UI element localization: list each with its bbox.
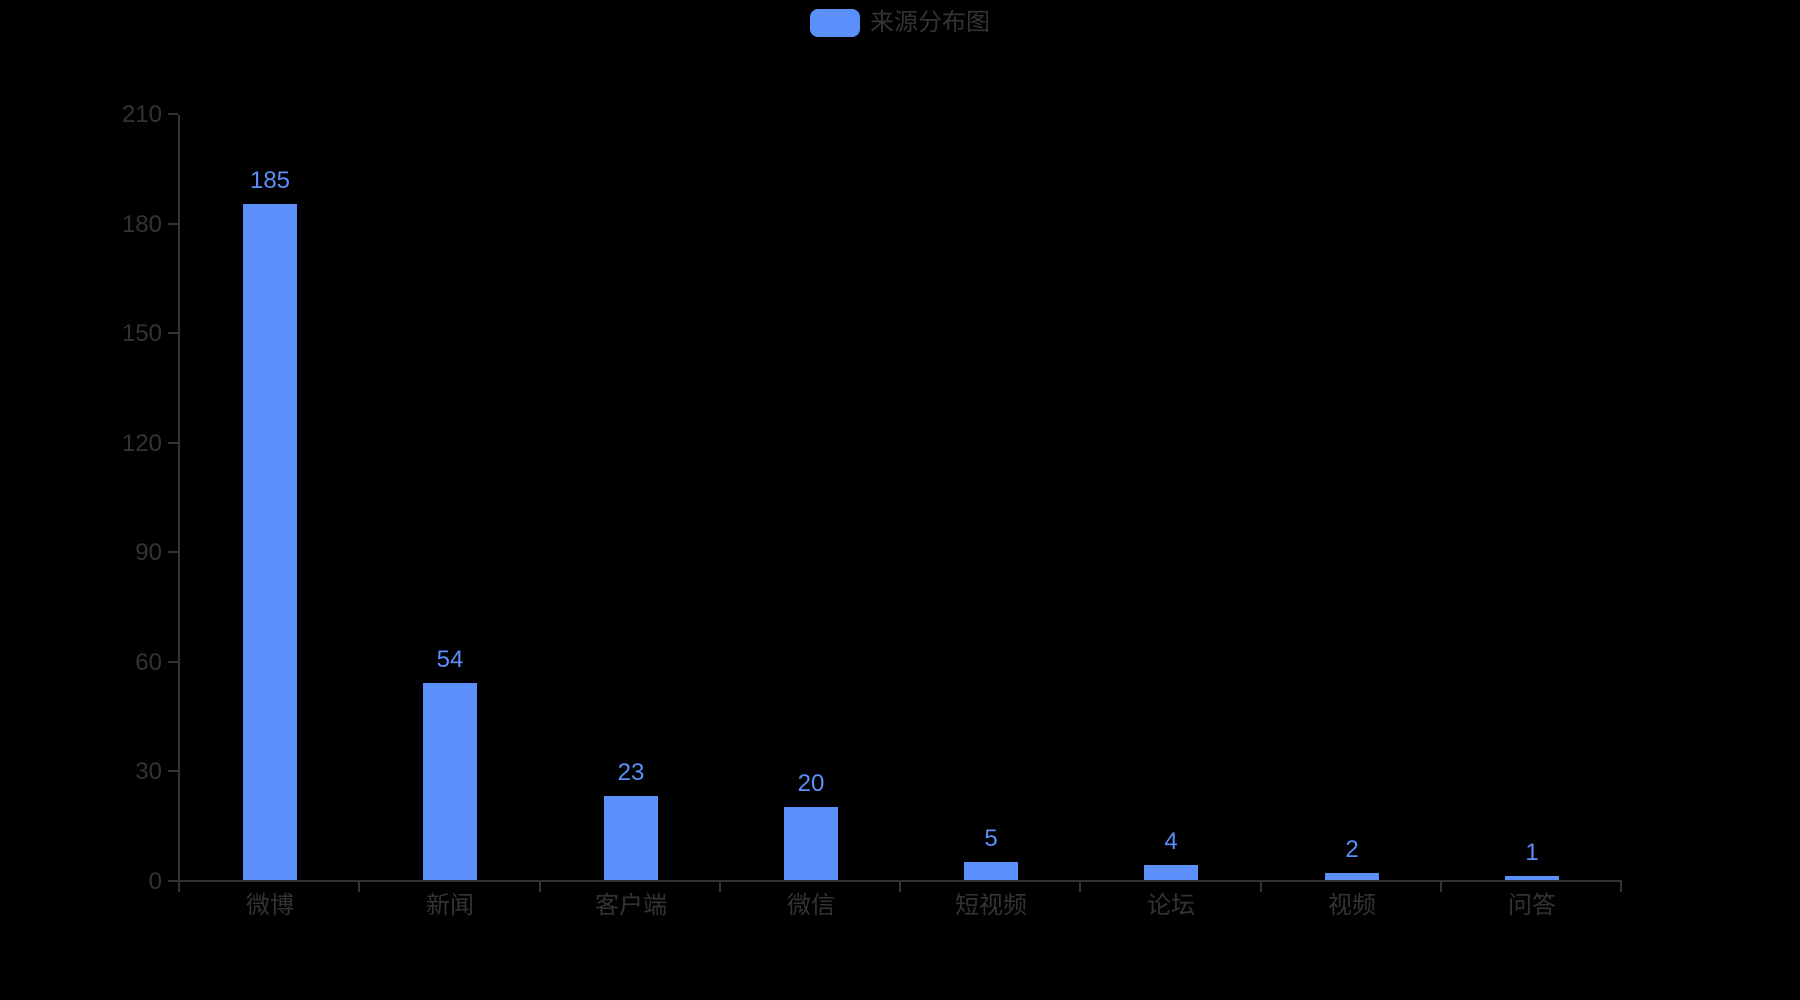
bar[interactable] bbox=[784, 807, 838, 880]
x-axis-tick bbox=[1260, 882, 1262, 892]
bar[interactable] bbox=[604, 796, 658, 880]
y-axis-tick bbox=[168, 113, 178, 115]
x-axis-label: 问答 bbox=[1508, 892, 1556, 919]
y-axis-label: 210 bbox=[121, 101, 162, 128]
bar[interactable] bbox=[1144, 865, 1198, 880]
y-axis-label: 150 bbox=[121, 320, 162, 347]
y-axis-tick bbox=[168, 223, 178, 225]
bar-value-label: 5 bbox=[984, 825, 998, 852]
bar[interactable] bbox=[964, 862, 1018, 880]
bar-value-label: 20 bbox=[797, 770, 825, 797]
y-axis-tick bbox=[168, 661, 178, 663]
x-axis-tick bbox=[178, 882, 180, 892]
x-axis-label: 论坛 bbox=[1147, 892, 1195, 919]
y-axis-label: 0 bbox=[148, 868, 162, 895]
bar-value-label: 2 bbox=[1345, 836, 1359, 863]
y-axis-label: 30 bbox=[135, 758, 162, 785]
y-axis-label: 180 bbox=[121, 211, 162, 238]
bar[interactable] bbox=[243, 204, 297, 880]
x-axis-label: 微博 bbox=[246, 892, 294, 919]
x-axis-tick bbox=[719, 882, 721, 892]
bar-value-label: 1 bbox=[1525, 839, 1539, 866]
x-axis-tick bbox=[1620, 882, 1622, 892]
x-axis-tick bbox=[358, 882, 360, 892]
y-axis-line bbox=[178, 115, 180, 882]
legend-label: 来源分布图 bbox=[870, 9, 990, 36]
y-axis-label: 60 bbox=[135, 649, 162, 676]
x-axis-label: 视频 bbox=[1328, 892, 1376, 919]
x-axis-line bbox=[178, 880, 1622, 882]
legend-item[interactable]: 来源分布图 bbox=[810, 9, 990, 37]
bar[interactable] bbox=[1325, 873, 1379, 880]
y-axis-label: 120 bbox=[121, 430, 162, 457]
y-axis-tick bbox=[168, 442, 178, 444]
bar[interactable] bbox=[1505, 876, 1559, 880]
y-axis-label: 90 bbox=[135, 539, 162, 566]
bar-value-label: 185 bbox=[249, 167, 291, 194]
x-axis-label: 短视频 bbox=[955, 892, 1027, 919]
y-axis-tick bbox=[168, 880, 178, 882]
x-axis-label: 新闻 bbox=[426, 892, 474, 919]
x-axis-tick bbox=[539, 882, 541, 892]
x-axis-tick bbox=[1079, 882, 1081, 892]
y-axis-tick bbox=[168, 551, 178, 553]
bar-value-label: 54 bbox=[436, 646, 464, 673]
bar-value-label: 23 bbox=[617, 759, 645, 786]
y-axis-tick bbox=[168, 332, 178, 334]
x-axis-tick bbox=[1440, 882, 1442, 892]
y-axis-tick bbox=[168, 770, 178, 772]
x-axis-label: 客户端 bbox=[595, 892, 667, 919]
legend-swatch-icon bbox=[810, 9, 860, 37]
bar-value-label: 4 bbox=[1164, 828, 1178, 855]
x-axis-label: 微信 bbox=[787, 892, 835, 919]
bar[interactable] bbox=[423, 683, 477, 880]
x-axis-tick bbox=[899, 882, 901, 892]
